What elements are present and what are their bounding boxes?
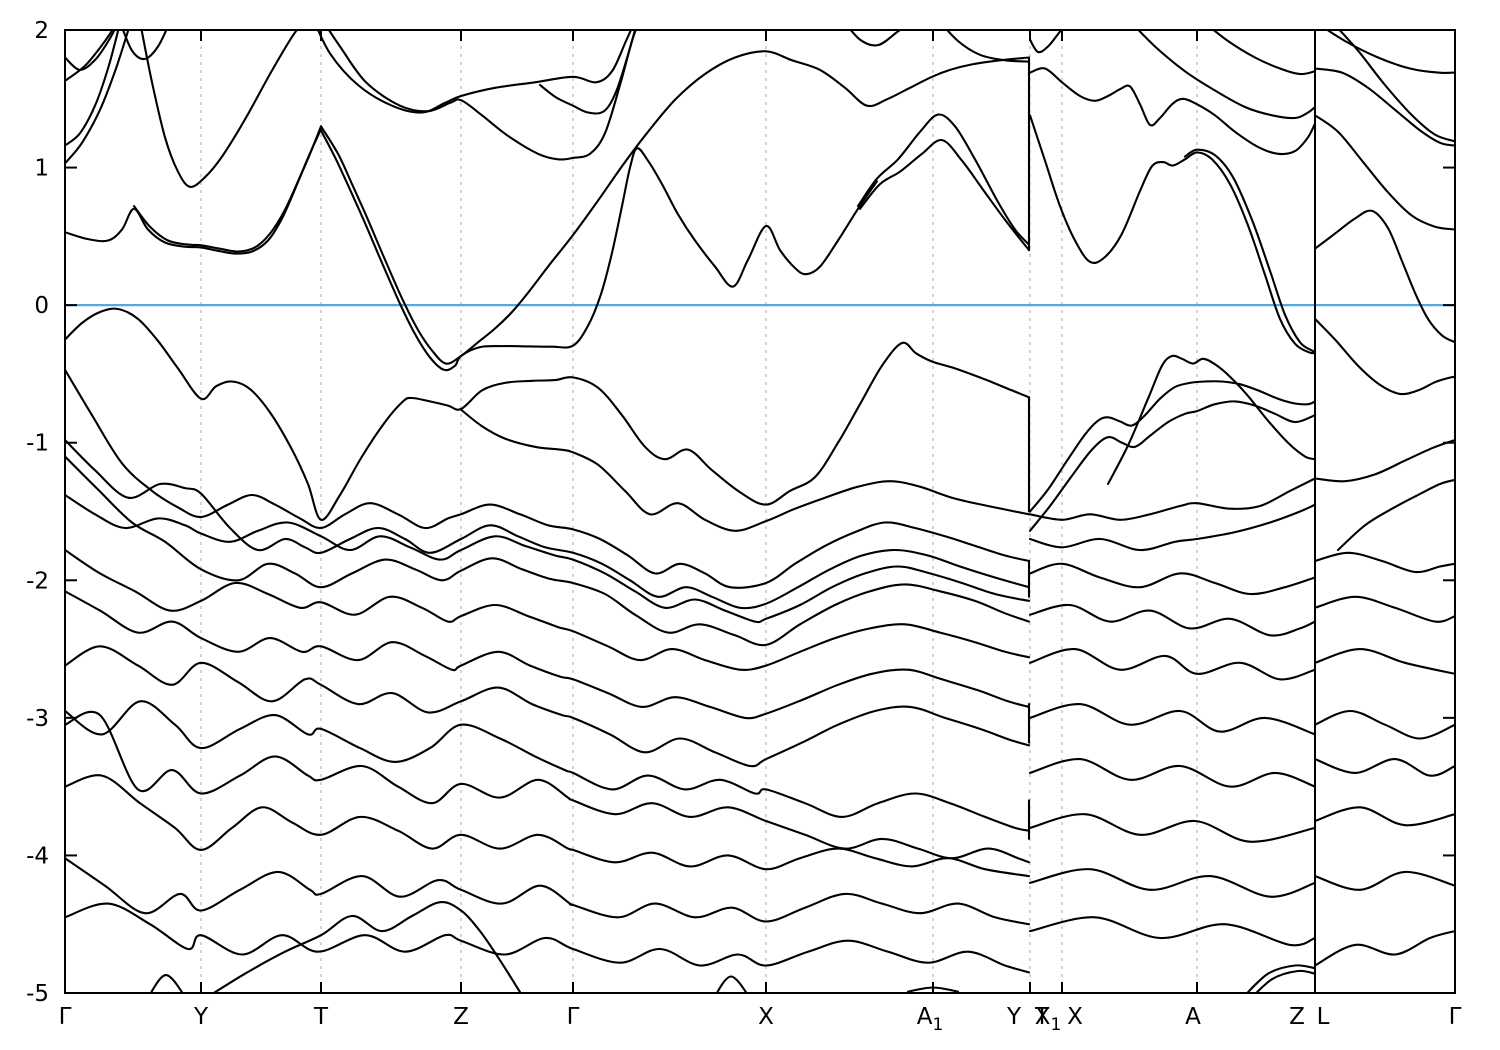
band-curve (1028, 67, 1317, 156)
k-point-label: Z (453, 1004, 469, 1030)
band-curve (1028, 648, 1317, 681)
band-curve (1313, 648, 1455, 675)
k-point-label: Γ (1449, 1004, 1462, 1030)
band-curve (316, 30, 633, 114)
band-curve (65, 590, 1031, 720)
band-curve (65, 30, 116, 71)
band-curve (65, 710, 1031, 864)
band-curve (1336, 478, 1455, 552)
band-curve (1313, 317, 1455, 396)
band-curve (1338, 30, 1455, 143)
band-curve (1313, 758, 1455, 777)
band-curve (65, 128, 323, 255)
band-curve (1183, 148, 1317, 353)
band-curve (1028, 758, 1317, 788)
k-point-label: A1 (917, 1004, 944, 1035)
k-point-label: T (313, 1004, 329, 1030)
band-curve (1028, 114, 1317, 355)
y-axis-tick-label: -2 (26, 568, 49, 594)
y-axis-tick-label: 1 (34, 156, 49, 182)
band-curve (65, 307, 1031, 521)
band-curve (1313, 806, 1455, 827)
band-curve (1028, 562, 1317, 596)
k-point-label: T (1034, 1004, 1050, 1030)
band-curve (65, 857, 1031, 926)
k-point-label: Y (1006, 1004, 1022, 1030)
band-curve (1028, 477, 1317, 521)
band-curve (132, 125, 323, 253)
k-point-label: Γ (59, 1004, 72, 1030)
band-curve (1254, 969, 1317, 993)
band-curve (1211, 30, 1317, 76)
band-curve (149, 974, 184, 993)
band-curve (1313, 930, 1455, 967)
band-curve (319, 50, 1031, 365)
band-curve (65, 774, 1031, 878)
k-point-label: Z (1289, 1004, 1305, 1030)
band-curve (65, 645, 1031, 768)
band-curve (459, 408, 1031, 532)
band-curve (945, 30, 1031, 63)
k-point-label: X (758, 1004, 774, 1030)
band-curve (65, 548, 1031, 671)
k-point-label: X (1067, 1004, 1083, 1030)
band-curve (1028, 813, 1317, 843)
band-curve (1028, 703, 1317, 736)
band-curve (65, 30, 114, 82)
band-curve (856, 113, 1031, 246)
band-curve (1313, 870, 1455, 891)
band-curve (858, 139, 1031, 252)
band-curve (1313, 67, 1455, 147)
band-curve (1313, 438, 1455, 483)
y-axis-tick-label: -3 (26, 706, 49, 732)
band-curve (1106, 354, 1317, 486)
band-curve (327, 30, 637, 161)
band-curve (1313, 114, 1455, 231)
k-point-label: L (1317, 1004, 1330, 1030)
band-curve (1313, 709, 1455, 740)
band-curve (65, 30, 130, 165)
y-axis-tick-label: 0 (34, 293, 49, 319)
band-curve (1313, 551, 1455, 574)
band-curve (65, 30, 120, 147)
k-point-label: X1 (1035, 1004, 1062, 1035)
band-curve (1245, 964, 1317, 993)
band-curve (1028, 603, 1317, 637)
band-curve (1325, 30, 1455, 74)
band-curve (65, 902, 1031, 974)
band-curve (1313, 209, 1455, 344)
band-curve (1028, 380, 1317, 513)
band-curve (1028, 916, 1317, 947)
band-curve (65, 493, 1031, 624)
band-curve (65, 368, 1031, 589)
band-curve (65, 700, 1031, 832)
band-curve (1137, 30, 1317, 120)
band-curve (849, 30, 902, 47)
band-curve (1028, 503, 1317, 552)
y-axis-tick-label: 2 (34, 18, 49, 44)
band-curve (538, 30, 637, 115)
k-point-label: Γ (567, 1004, 580, 1030)
band-curve (1028, 400, 1317, 532)
k-point-label: A (1185, 1004, 1201, 1030)
band-curve (65, 455, 1031, 647)
y-axis-tick-label: -1 (26, 431, 49, 457)
band-curve (65, 438, 1031, 610)
k-point-label: Y (193, 1004, 209, 1030)
band-curve (1313, 595, 1455, 623)
bands-group (65, 30, 1455, 993)
band-curve (319, 129, 879, 372)
band-curve (140, 30, 299, 188)
y-axis-tick-label: -5 (26, 981, 49, 1007)
band-curve (121, 30, 168, 61)
y-axis-tick-label: -4 (26, 843, 49, 869)
band-curve (715, 975, 748, 993)
plot-border (64, 29, 1456, 994)
band-curve (211, 901, 522, 993)
band-curve (1028, 868, 1317, 898)
